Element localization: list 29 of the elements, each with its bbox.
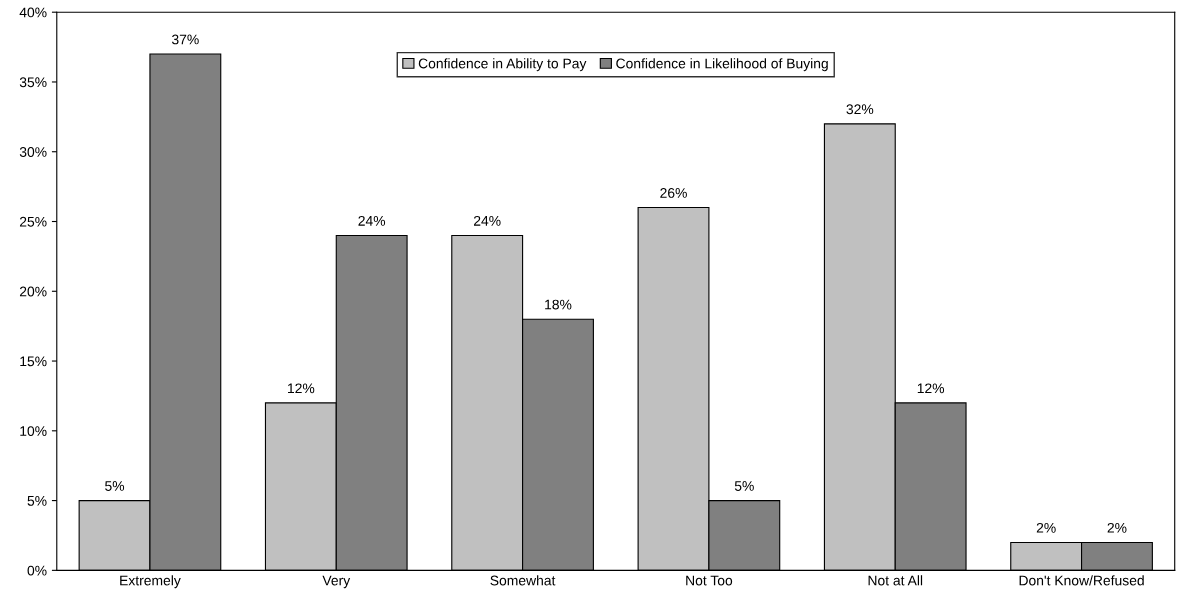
x-tick-label: Not at All xyxy=(868,575,923,586)
data-label: 32% xyxy=(846,104,874,115)
y-tick-label: 30% xyxy=(19,147,47,157)
x-tick-label: Extremely xyxy=(120,575,181,589)
data-label: 24% xyxy=(358,215,386,226)
data-label: 24% xyxy=(473,215,501,226)
y-tick-label: 5% xyxy=(27,495,47,506)
data-label: 5% xyxy=(734,481,754,491)
data-label: 5% xyxy=(105,481,125,491)
legend-label: Confidence in Likelihood of Buying xyxy=(616,58,828,72)
y-tick-label: 15% xyxy=(20,356,47,367)
x-tick-label: Don't Know/Refused xyxy=(1019,575,1144,586)
data-label: 26% xyxy=(660,188,687,198)
y-tick-label: 10% xyxy=(20,426,47,436)
data-label: 12% xyxy=(288,383,315,394)
data-label: 2% xyxy=(1107,522,1127,533)
y-tick-label: 0% xyxy=(27,565,47,576)
x-tick-label: Very xyxy=(322,575,351,589)
data-label: 37% xyxy=(171,34,199,45)
y-tick-label: 25% xyxy=(19,216,47,227)
legend-label: Confidence in Ability to Pay xyxy=(418,58,587,72)
data-label: 12% xyxy=(917,383,945,394)
data-label: 2% xyxy=(1036,522,1056,533)
x-tick-label: Somewhat xyxy=(490,575,556,586)
y-tick-label: 40% xyxy=(19,7,47,18)
x-tick-label: Not Too xyxy=(686,575,733,586)
y-tick-label: 35% xyxy=(19,77,47,88)
y-tick-label: 20% xyxy=(19,286,47,297)
data-label: 18% xyxy=(545,299,572,310)
